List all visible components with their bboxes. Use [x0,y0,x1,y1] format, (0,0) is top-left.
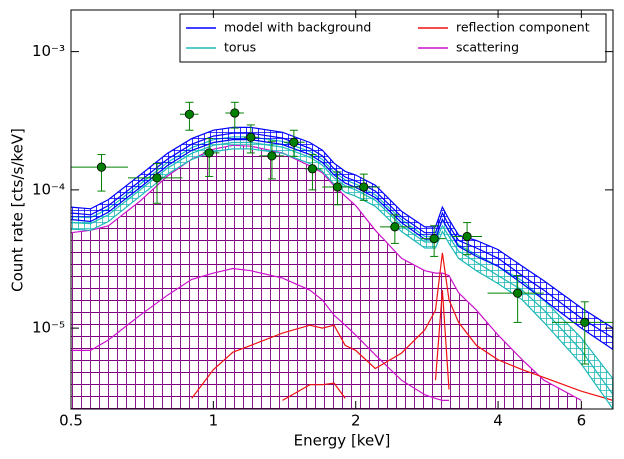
x-axis-label: Energy [keV] [294,432,391,450]
data-point [580,317,590,327]
y-tick-label: 10⁻⁵ [32,319,65,337]
data-point [152,173,162,183]
band-area [71,127,613,350]
band-edge [71,267,449,401]
hatch-area [71,145,582,409]
series-line [191,252,613,401]
band-edge [282,290,450,401]
data-point [390,222,400,232]
x-tick-label: 6 [577,412,587,430]
legend-label: model with background [224,20,371,35]
x-tick-label: 4 [493,412,503,430]
data-point [513,288,523,298]
data-point [246,132,256,142]
x-tick-label: 2 [351,412,361,430]
plot-area [71,101,613,409]
legend-label: reflection component [456,20,590,35]
x-tick-label: 1 [209,412,219,430]
legend-box [179,13,607,63]
data-point [267,151,277,161]
data-point [230,108,240,118]
data-point [462,231,472,242]
y-axis-label: Count rate [cts/s/keV] [9,128,27,292]
series-line [71,141,613,396]
band-edge [71,148,613,409]
y-tick-label: 10⁻³ [32,42,65,60]
plot-frame [70,9,614,410]
data-point [359,182,369,192]
data-point [429,234,439,244]
band-edge [71,126,613,329]
data-point [204,148,214,158]
legend-label: scattering [456,40,519,55]
series-line [71,144,582,401]
data-point [307,164,318,174]
series-line [71,132,613,339]
band-edge [71,139,613,350]
band-area [71,136,613,409]
x-tick-label: 0.5 [59,412,83,430]
legend: model with background torus reflection com… [179,13,607,63]
legend-label: torus [224,40,256,55]
data-point [96,162,107,172]
data-point [289,137,299,147]
data-point [184,109,195,119]
data-point [332,182,343,192]
y-tick-label: 10⁻⁴ [32,180,65,198]
